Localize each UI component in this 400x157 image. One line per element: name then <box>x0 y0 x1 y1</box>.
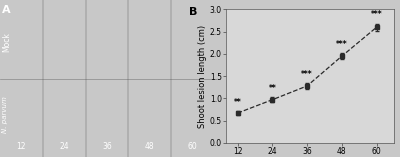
Y-axis label: Shoot lesion length (cm): Shoot lesion length (cm) <box>198 25 207 128</box>
Text: 12: 12 <box>17 142 26 151</box>
Text: B: B <box>189 7 198 17</box>
Text: Mock: Mock <box>2 32 11 52</box>
Text: **: ** <box>268 84 276 93</box>
Text: ***: *** <box>336 40 348 49</box>
Text: 36: 36 <box>102 142 112 151</box>
Text: ***: *** <box>301 70 313 79</box>
Text: A: A <box>2 5 11 15</box>
Text: N. parvum: N. parvum <box>2 96 8 133</box>
Text: 48: 48 <box>145 142 155 151</box>
Text: 60: 60 <box>188 142 198 151</box>
Text: ***: *** <box>371 10 382 19</box>
Text: **: ** <box>234 98 242 107</box>
Text: 24: 24 <box>59 142 69 151</box>
